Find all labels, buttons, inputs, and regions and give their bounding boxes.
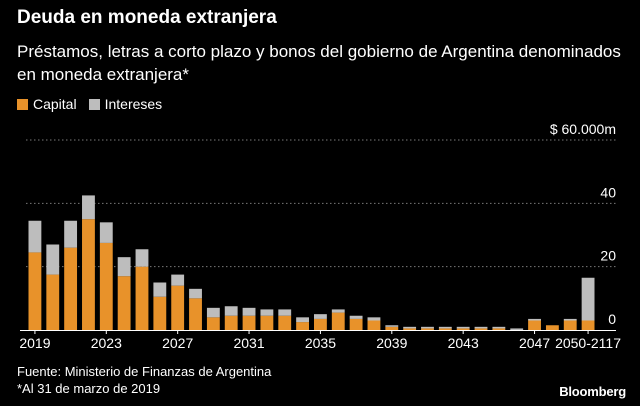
source-note: Fuente: Ministerio de Finanzas de Argent… — [17, 364, 272, 379]
legend: Capital Intereses — [17, 96, 174, 112]
bar-capital-2033 — [278, 315, 292, 330]
x-tick-label: 2023 — [91, 335, 122, 351]
bar-intereses-2025 — [135, 249, 149, 267]
bar-intereses-2029 — [206, 307, 220, 318]
x-tick-label: 2043 — [448, 335, 479, 351]
bar-capital-2047 — [528, 320, 541, 330]
bar-intereses-2019 — [28, 220, 42, 253]
legend-label-capital: Capital — [33, 96, 77, 112]
x-tick-label: 2039 — [376, 335, 407, 351]
bar-capital-2039 — [385, 326, 399, 330]
bar-capital-2019 — [28, 252, 42, 330]
bar-intereses-2039 — [385, 325, 399, 327]
bar-capital-2048 — [545, 325, 559, 330]
bar-capital-2026 — [153, 296, 167, 330]
chart-title: Deuda en moneda extranjera — [17, 7, 277, 28]
bar-capital-2032 — [260, 315, 274, 330]
x-tick-label: 2050-2117 — [555, 335, 621, 351]
y-tick-label: 20 — [600, 248, 616, 264]
bar-intereses-2020 — [46, 244, 60, 275]
bar-capital-2031 — [242, 315, 256, 330]
bar-intereses-2046 — [510, 328, 524, 330]
bar-intereses-2041 — [421, 326, 434, 329]
y-tick-label: 40 — [600, 184, 616, 200]
bloomberg-logo: Bloomberg — [559, 384, 626, 399]
bar-intereses-2022 — [82, 195, 95, 220]
bar-capital-2025 — [135, 266, 149, 330]
bar-intereses-2038 — [367, 317, 381, 321]
bar-intereses-2033 — [278, 309, 292, 316]
bar-intereses-2023 — [99, 222, 113, 243]
y-tick-label: $ 60.000m — [550, 121, 616, 137]
bar-capital-2029 — [206, 317, 220, 330]
bar-intereses-2026 — [153, 282, 167, 297]
bar-capital-2021 — [64, 247, 78, 330]
x-tick-label: 2047 — [519, 335, 550, 351]
bar-intereses-2035 — [313, 314, 327, 319]
bar-capital-2042 — [438, 328, 452, 330]
bar-capital-2027 — [171, 285, 185, 330]
legend-item-intereses: Intereses — [88, 96, 163, 112]
bar-capital-2037 — [349, 318, 363, 330]
chart-subtitle: Préstamos, letras a corto plazo y bonos … — [17, 42, 621, 84]
bar-intereses-2030 — [224, 306, 238, 316]
bar-intereses-2037 — [349, 315, 363, 319]
legend-swatch-intereses — [88, 98, 100, 110]
bar-intereses-2021 — [64, 220, 78, 248]
bar-intereses-2050-2117 — [581, 277, 595, 321]
bar-capital-2028 — [189, 298, 202, 330]
bar-capital-2045 — [492, 328, 506, 330]
bar-intereses-2028 — [189, 288, 202, 299]
bar-intereses-2036 — [331, 309, 345, 313]
bar-intereses-2032 — [260, 309, 274, 316]
footnote: *Al 31 de marzo de 2019 — [17, 381, 161, 396]
y-tick-label: 0 — [608, 311, 616, 327]
bar-intereses-2049 — [563, 318, 577, 321]
bar-capital-2034 — [296, 322, 310, 330]
bar-intereses-2027 — [171, 274, 185, 286]
bar-capital-2040 — [403, 328, 417, 330]
bar-capital-2043 — [456, 328, 470, 330]
bar-intereses-2044 — [474, 326, 488, 329]
bar-capital-2041 — [421, 328, 434, 330]
bar-capital-2044 — [474, 328, 488, 330]
legend-swatch-capital — [17, 98, 28, 110]
bar-capital-2049 — [563, 320, 577, 330]
bar-intereses-2024 — [117, 257, 131, 277]
bar-capital-2036 — [331, 312, 345, 330]
x-tick-label: 2035 — [305, 335, 336, 351]
bar-intereses-2045 — [492, 326, 506, 329]
bar-capital-2024 — [117, 276, 131, 330]
bar-intereses-2047 — [528, 318, 541, 321]
bar-capital-2038 — [367, 320, 381, 330]
bar-capital-2050-2117 — [581, 320, 595, 330]
legend-item-capital: Capital — [17, 96, 77, 112]
x-tick-label: 2019 — [19, 335, 50, 351]
x-tick-label: 2031 — [233, 335, 264, 351]
bar-intereses-2034 — [296, 317, 310, 323]
bar-intereses-2031 — [242, 307, 256, 316]
bar-intereses-2040 — [403, 326, 417, 329]
bar-capital-2023 — [99, 242, 113, 330]
bar-capital-2035 — [313, 318, 327, 330]
x-tick-label: 2027 — [162, 335, 193, 351]
bar-intereses-2042 — [438, 326, 452, 329]
bar-intereses-2043 — [456, 326, 470, 329]
legend-label-intereses: Intereses — [104, 96, 163, 112]
bar-capital-2022 — [82, 219, 95, 330]
bar-capital-2020 — [46, 274, 60, 330]
bar-capital-2030 — [224, 315, 238, 330]
